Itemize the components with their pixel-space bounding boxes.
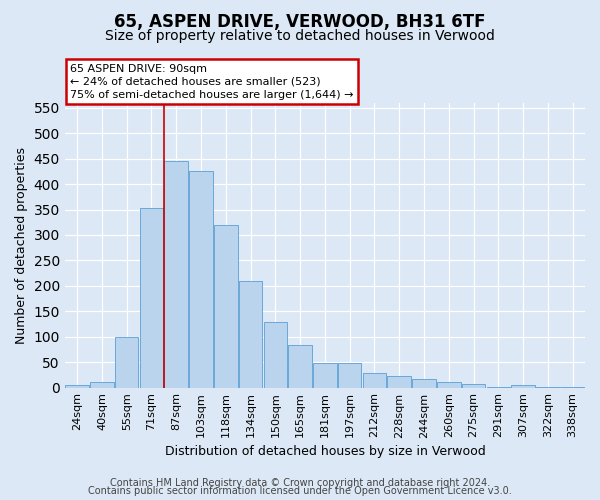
Text: Size of property relative to detached houses in Verwood: Size of property relative to detached ho… [105,29,495,43]
Text: Contains public sector information licensed under the Open Government Licence v3: Contains public sector information licen… [88,486,512,496]
Bar [388,376,411,388]
Bar [65,385,89,388]
Bar [164,161,188,388]
Bar [437,382,461,388]
Bar [189,172,213,388]
X-axis label: Distribution of detached houses by size in Verwood: Distribution of detached houses by size … [164,444,485,458]
Text: 65 ASPEN DRIVE: 90sqm
← 24% of detached houses are smaller (523)
75% of semi-det: 65 ASPEN DRIVE: 90sqm ← 24% of detached … [70,64,353,100]
Bar [90,382,114,388]
Bar [511,385,535,388]
Bar [115,336,139,388]
Bar [487,386,510,388]
Y-axis label: Number of detached properties: Number of detached properties [15,146,28,344]
Bar [214,225,238,388]
Bar [239,281,262,388]
Bar [412,379,436,388]
Bar [462,384,485,388]
Bar [362,374,386,388]
Bar [561,386,584,388]
Bar [338,363,361,388]
Bar [289,346,312,388]
Bar [313,363,337,388]
Bar [263,322,287,388]
Bar [140,208,163,388]
Text: 65, ASPEN DRIVE, VERWOOD, BH31 6TF: 65, ASPEN DRIVE, VERWOOD, BH31 6TF [114,12,486,30]
Bar [536,386,560,388]
Text: Contains HM Land Registry data © Crown copyright and database right 2024.: Contains HM Land Registry data © Crown c… [110,478,490,488]
